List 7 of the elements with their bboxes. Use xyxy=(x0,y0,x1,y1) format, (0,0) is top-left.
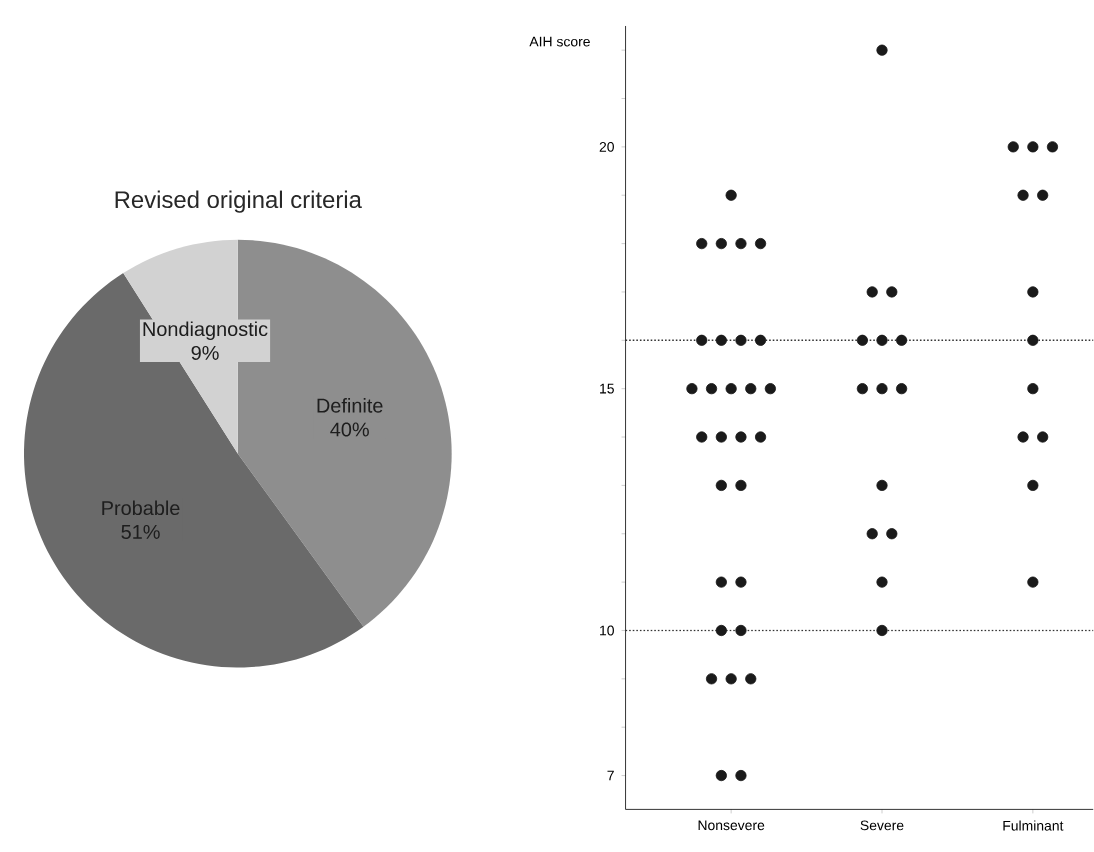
data-label: 40% xyxy=(330,422,369,437)
data-label: 51% xyxy=(121,525,160,540)
data-label: 9% xyxy=(191,346,219,361)
slice-label: Nondiagnostic xyxy=(143,321,268,341)
chart-title: Revised original criteria xyxy=(115,190,362,214)
slice-label: Probable xyxy=(102,500,180,516)
slice-label: Definite xyxy=(317,398,383,413)
